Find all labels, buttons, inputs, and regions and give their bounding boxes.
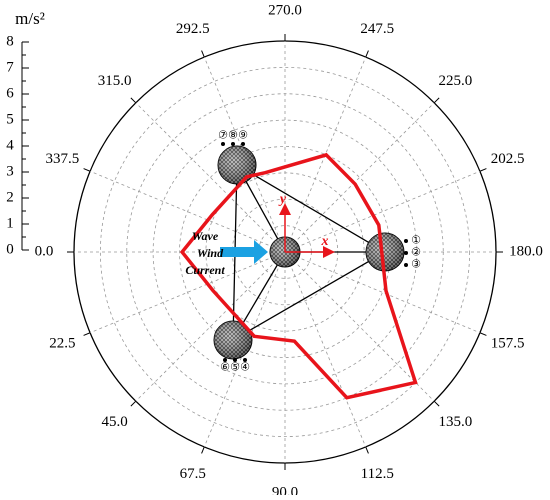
- annotation: ⑥: [220, 362, 230, 374]
- annotation: ③: [411, 259, 421, 271]
- node-dot: [223, 358, 227, 362]
- annotation: ⑨: [238, 130, 248, 142]
- annotation: ④: [240, 362, 250, 374]
- node-dot: [404, 239, 408, 243]
- grid-spoke: [135, 102, 286, 253]
- annotation: ⑤: [230, 362, 240, 374]
- theta-tick: [433, 400, 440, 407]
- grid-circle: [152, 119, 418, 385]
- theta-tick: [365, 50, 369, 58]
- r-tick-label: 1: [6, 215, 14, 231]
- grid-spoke: [203, 251, 286, 448]
- column-shade: [214, 321, 252, 359]
- grid-spoke: [284, 56, 367, 253]
- theta-tick: [479, 168, 487, 172]
- grid-spoke: [284, 251, 367, 448]
- node-dot: [221, 142, 225, 146]
- r-tick-label: 3: [6, 163, 14, 179]
- annotation: y: [278, 192, 287, 207]
- theta-tick-label: 0.0: [35, 243, 54, 259]
- theta-tick: [433, 97, 440, 104]
- theta-tick-label: 135.0: [439, 414, 473, 430]
- theta-tick-label: 315.0: [98, 73, 132, 89]
- theta-tick-label: 202.5: [491, 151, 525, 167]
- theta-tick-label: 225.0: [439, 73, 473, 89]
- theta-tick: [365, 446, 369, 454]
- data-line: [179, 152, 418, 400]
- theta-tick-label: 90.0: [272, 484, 298, 495]
- node-dot: [233, 358, 237, 362]
- grid-circle: [99, 66, 471, 438]
- r-tick-label: 5: [6, 111, 14, 127]
- theta-tick-label: 157.5: [491, 336, 525, 352]
- theta-tick-label: 112.5: [361, 466, 394, 482]
- theta-tick: [83, 332, 91, 336]
- grid-spoke: [89, 170, 286, 253]
- annotation: Current: [185, 263, 225, 277]
- theta-tick: [130, 400, 137, 407]
- annotation: Wave: [192, 229, 219, 243]
- r-tick-label: 2: [6, 189, 14, 205]
- theta-tick: [479, 332, 487, 336]
- grid-spoke: [284, 251, 435, 402]
- theta-tick-label: 67.5: [180, 466, 206, 482]
- column-shade: [366, 233, 404, 271]
- column-shade: [218, 146, 256, 184]
- grid-spoke: [284, 102, 435, 253]
- annotation: ②: [411, 247, 421, 259]
- grid-spoke: [135, 251, 286, 402]
- grid-spoke: [284, 170, 481, 253]
- grid-spoke: [284, 251, 481, 334]
- theta-tick-label: 247.5: [360, 21, 394, 37]
- theta-tick: [201, 446, 205, 454]
- grid-spoke: [203, 56, 286, 253]
- annotation: x: [321, 234, 329, 249]
- radial-axis-label: m/s²: [15, 9, 45, 28]
- annotation: ⑧: [228, 130, 238, 142]
- theta-tick-label: 337.5: [45, 151, 79, 167]
- node-dot: [404, 263, 408, 267]
- theta-tick-label: 292.5: [176, 21, 210, 37]
- node-dot: [231, 142, 235, 146]
- theta-tick-label: 45.0: [101, 414, 127, 430]
- load-arrow: [220, 240, 268, 264]
- annotation: ⑦: [218, 130, 228, 142]
- theta-tick: [83, 168, 91, 172]
- grid-spoke: [89, 251, 286, 334]
- theta-tick: [130, 97, 137, 104]
- theta-tick-label: 180.0: [509, 243, 543, 259]
- theta-tick-label: 270.0: [268, 2, 302, 18]
- node-dot: [243, 358, 247, 362]
- r-tick-label: 6: [6, 85, 14, 101]
- r-tick-label: 4: [6, 137, 14, 153]
- theta-tick: [201, 50, 205, 58]
- r-tick-label: 0: [6, 241, 14, 257]
- r-tick-label: 7: [6, 59, 14, 75]
- annotation: ①: [411, 235, 421, 247]
- node-dot: [404, 251, 408, 255]
- r-tick-label: 8: [6, 33, 14, 49]
- annotation: Wind: [197, 246, 224, 260]
- theta-tick-label: 22.5: [49, 336, 75, 352]
- node-dot: [241, 142, 245, 146]
